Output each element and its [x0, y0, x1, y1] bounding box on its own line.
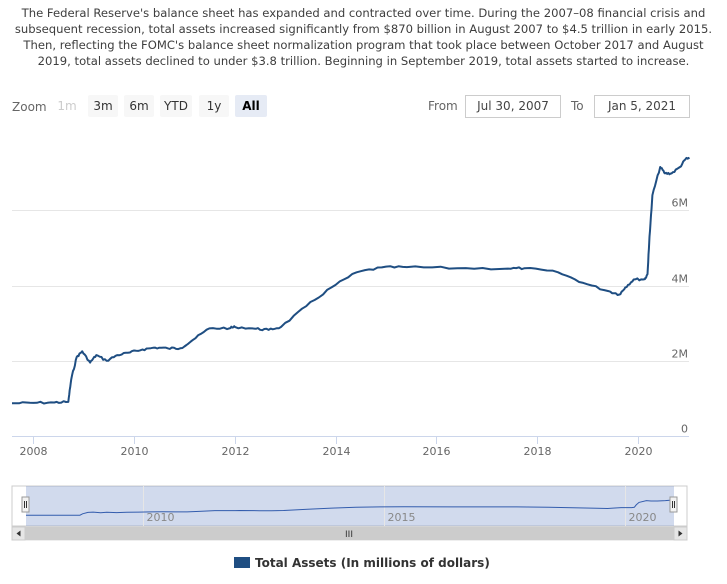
zoom-6m-button[interactable]: 6m [124, 95, 154, 117]
y-tick-label: 6M [672, 197, 689, 210]
y-tick-label: 4M [672, 273, 689, 286]
navigator-left-handle[interactable] [21, 496, 30, 513]
range-selector: Zoom 1m 3m 6m YTD 1y All From Jul 30, 20… [0, 94, 727, 120]
x-axis-ticks: 2008 2010 2012 2014 2016 2018 2020 [20, 436, 653, 458]
legend-label: Total Assets (In millions of dollars) [255, 556, 490, 570]
x-tick-label: 2008 [20, 445, 48, 458]
zoom-label: Zoom [12, 100, 47, 114]
navigator-right-handle[interactable] [669, 496, 678, 513]
navigator-background [11, 485, 688, 527]
arrow-right-icon [678, 530, 683, 537]
navigator-series-line [26, 499, 674, 516]
x-tick-label: 2016 [423, 445, 451, 458]
navigator-x-ticks: 2010 2015 2020 [143, 486, 657, 526]
legend-swatch [234, 557, 250, 568]
x-tick-label: 2012 [222, 445, 250, 458]
x-tick-label: 2020 [625, 445, 653, 458]
navigator-tick-label: 2010 [147, 511, 175, 524]
x-tick-label: 2010 [121, 445, 149, 458]
navigator-selected-range [26, 486, 674, 526]
zoom-1m-button: 1m [57, 99, 77, 113]
zoom-ytd-button[interactable]: YTD [160, 95, 192, 117]
x-tick-label: 2014 [323, 445, 351, 458]
zoom-1y-button[interactable]: 1y [199, 95, 229, 117]
navigator-tick-label: 2015 [388, 511, 416, 524]
scrollbar-thumb[interactable] [24, 527, 674, 540]
from-date-input[interactable]: Jul 30, 2007 [465, 95, 561, 118]
zoom-all-button[interactable]: All [235, 95, 267, 117]
scrollbar-grip: III [345, 530, 353, 540]
y-tick-label: 0 [681, 423, 688, 436]
arrow-left-icon [16, 530, 21, 537]
to-label: To [571, 99, 584, 113]
legend[interactable]: Total Assets (In millions of dollars) [234, 556, 490, 572]
grid-lines [12, 210, 689, 362]
navigator[interactable]: 2010 2015 2020 [11, 485, 688, 527]
from-label: From [428, 99, 458, 113]
y-tick-label: 2M [672, 348, 689, 361]
navigator-tick-label: 2020 [629, 511, 657, 524]
x-tick-label: 2018 [524, 445, 552, 458]
to-date-input[interactable]: Jan 5, 2021 [594, 95, 690, 118]
zoom-3m-button[interactable]: 3m [88, 95, 118, 117]
total-assets-line [11, 156, 690, 405]
chart-description: The Federal Reserve's balance sheet has … [14, 6, 713, 68]
scrollbar[interactable]: III [11, 526, 688, 541]
y-axis-ticks: 0 2M 4M 6M [672, 197, 689, 436]
